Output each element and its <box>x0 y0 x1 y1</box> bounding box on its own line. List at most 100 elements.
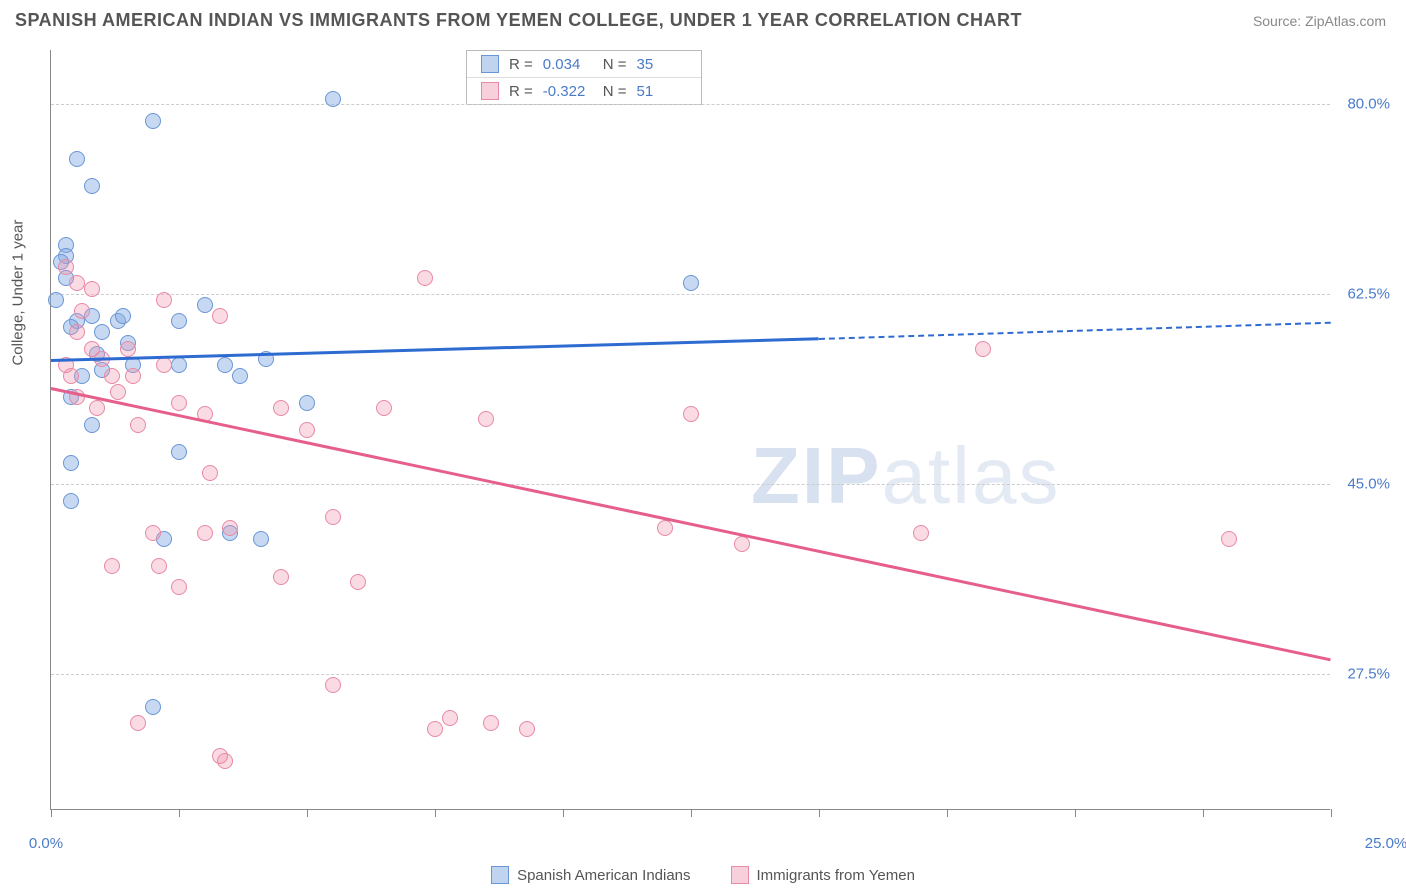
data-point <box>483 715 499 731</box>
data-point <box>58 259 74 275</box>
x-tick <box>819 809 820 817</box>
data-point <box>350 574 366 590</box>
data-point <box>120 341 136 357</box>
x-tick <box>1331 809 1332 817</box>
x-tick <box>51 809 52 817</box>
data-point <box>273 400 289 416</box>
data-point <box>171 395 187 411</box>
x-tick-label: 0.0% <box>29 835 63 852</box>
y-tick-label: 45.0% <box>1347 476 1390 493</box>
gridline-horizontal <box>51 104 1330 105</box>
data-point <box>232 368 248 384</box>
data-point <box>104 368 120 384</box>
trend-line <box>819 321 1331 339</box>
data-point <box>145 113 161 129</box>
data-point <box>171 313 187 329</box>
data-point <box>273 569 289 585</box>
data-point <box>84 281 100 297</box>
legend-label: Spanish American Indians <box>517 867 690 884</box>
source-attribution: Source: ZipAtlas.com <box>1253 13 1386 29</box>
legend-item-pink: Immigrants from Yemen <box>731 866 915 884</box>
series-legend: Spanish American Indians Immigrants from… <box>0 866 1406 884</box>
x-tick-label: 25.0% <box>1365 835 1406 852</box>
data-point <box>145 699 161 715</box>
data-point <box>212 748 228 764</box>
data-point <box>222 520 238 536</box>
data-point <box>442 710 458 726</box>
data-point <box>299 422 315 438</box>
data-point <box>325 509 341 525</box>
y-tick-label: 27.5% <box>1347 666 1390 683</box>
data-point <box>427 721 443 737</box>
legend-n-value-pink: 51 <box>637 83 687 100</box>
data-point <box>89 400 105 416</box>
data-point <box>125 368 141 384</box>
data-point <box>212 308 228 324</box>
data-point <box>253 531 269 547</box>
legend-item-blue: Spanish American Indians <box>491 866 690 884</box>
y-axis-label: College, Under 1 year <box>10 220 27 366</box>
data-point <box>94 324 110 340</box>
data-point <box>913 525 929 541</box>
data-point <box>417 270 433 286</box>
legend-row-blue: R = 0.034 N = 35 <box>467 51 701 77</box>
gridline-horizontal <box>51 674 1330 675</box>
data-point <box>202 465 218 481</box>
data-point <box>151 558 167 574</box>
y-tick-label: 80.0% <box>1347 96 1390 113</box>
data-point <box>69 275 85 291</box>
scatter-chart: ZIPatlas R = 0.034 N = 35 R = -0.322 N =… <box>50 50 1330 810</box>
data-point <box>171 579 187 595</box>
data-point <box>145 525 161 541</box>
watermark: ZIPatlas <box>751 430 1060 522</box>
data-point <box>683 275 699 291</box>
x-tick <box>563 809 564 817</box>
data-point <box>63 455 79 471</box>
legend-r-label: R = <box>509 83 533 100</box>
y-tick-label: 62.5% <box>1347 286 1390 303</box>
data-point <box>104 558 120 574</box>
data-point <box>156 357 172 373</box>
legend-r-value-pink: -0.322 <box>543 83 593 100</box>
legend-label: Immigrants from Yemen <box>757 867 915 884</box>
data-point <box>975 341 991 357</box>
data-point <box>110 384 126 400</box>
data-point <box>84 178 100 194</box>
chart-title: SPANISH AMERICAN INDIAN VS IMMIGRANTS FR… <box>15 10 1022 31</box>
gridline-horizontal <box>51 484 1330 485</box>
swatch-blue-icon <box>481 55 499 73</box>
swatch-pink-icon <box>481 82 499 100</box>
swatch-pink-icon <box>731 866 749 884</box>
data-point <box>74 303 90 319</box>
x-tick <box>1203 809 1204 817</box>
data-point <box>197 525 213 541</box>
data-point <box>325 677 341 693</box>
legend-r-value-blue: 0.034 <box>543 56 593 73</box>
legend-n-value-blue: 35 <box>637 56 687 73</box>
data-point <box>69 151 85 167</box>
data-point <box>130 715 146 731</box>
data-point <box>299 395 315 411</box>
data-point <box>130 417 146 433</box>
data-point <box>325 91 341 107</box>
legend-n-label: N = <box>603 56 627 73</box>
x-tick <box>179 809 180 817</box>
legend-n-label: N = <box>603 83 627 100</box>
data-point <box>217 357 233 373</box>
data-point <box>171 444 187 460</box>
data-point <box>115 308 131 324</box>
x-tick <box>947 809 948 817</box>
data-point <box>683 406 699 422</box>
x-tick <box>435 809 436 817</box>
data-point <box>84 417 100 433</box>
data-point <box>171 357 187 373</box>
data-point <box>734 536 750 552</box>
data-point <box>376 400 392 416</box>
data-point <box>63 493 79 509</box>
data-point <box>69 324 85 340</box>
x-tick <box>691 809 692 817</box>
data-point <box>48 292 64 308</box>
correlation-legend: R = 0.034 N = 35 R = -0.322 N = 51 <box>466 50 702 105</box>
x-tick <box>307 809 308 817</box>
x-tick <box>1075 809 1076 817</box>
